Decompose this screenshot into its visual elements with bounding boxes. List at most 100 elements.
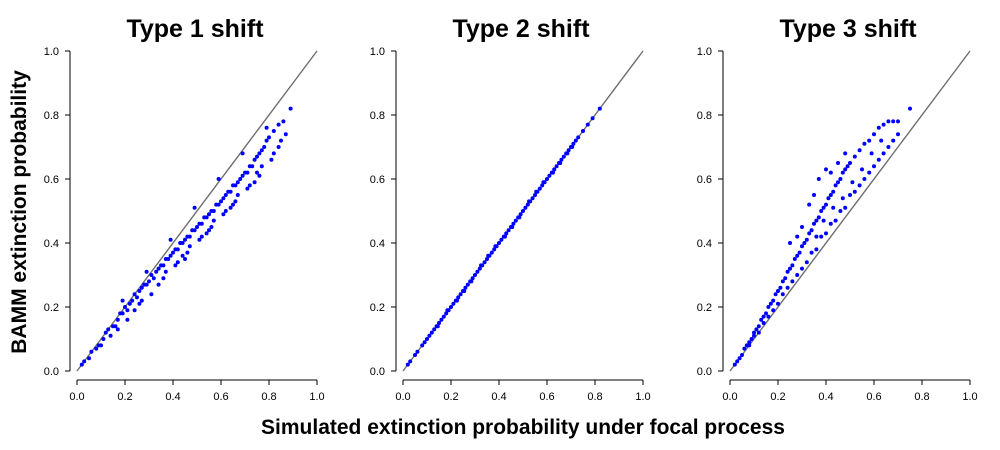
data-point bbox=[766, 314, 771, 319]
data-point bbox=[836, 161, 840, 165]
data-point bbox=[103, 330, 108, 335]
y-tick-label: 0.8 bbox=[44, 110, 59, 122]
data-point bbox=[850, 180, 855, 185]
data-point bbox=[756, 324, 761, 329]
panel-title: Type 3 shift bbox=[779, 15, 917, 43]
x-tick-label: 0.6 bbox=[866, 391, 881, 403]
data-point bbox=[420, 343, 425, 348]
data-point bbox=[778, 285, 783, 290]
data-point bbox=[228, 205, 233, 210]
data-point bbox=[223, 209, 228, 213]
x-tick-label: 0.2 bbox=[443, 391, 458, 403]
x-tick-label: 0.6 bbox=[539, 391, 554, 403]
data-point bbox=[510, 225, 515, 229]
data-point bbox=[173, 263, 178, 268]
data-point bbox=[185, 250, 190, 255]
data-point bbox=[776, 301, 780, 306]
data-point bbox=[896, 119, 900, 124]
data-point bbox=[783, 276, 788, 281]
data-point bbox=[792, 257, 797, 261]
data-point bbox=[113, 324, 118, 329]
data-point bbox=[451, 301, 456, 306]
data-point bbox=[219, 199, 223, 204]
data-point bbox=[812, 221, 816, 226]
data-point bbox=[405, 362, 410, 367]
data-point bbox=[545, 177, 549, 181]
data-point bbox=[245, 170, 250, 175]
data-point bbox=[267, 135, 271, 140]
data-point bbox=[836, 180, 840, 185]
data-point bbox=[192, 228, 197, 233]
data-point bbox=[737, 356, 742, 361]
data-point bbox=[824, 231, 828, 236]
data-point bbox=[881, 122, 886, 127]
data-point bbox=[840, 196, 845, 201]
data-point bbox=[824, 202, 828, 207]
data-point bbox=[812, 193, 816, 197]
y-tick-label: 0.4 bbox=[697, 238, 712, 250]
data-point bbox=[804, 260, 809, 265]
data-point bbox=[773, 292, 778, 297]
data-point bbox=[432, 327, 437, 332]
data-point bbox=[240, 173, 245, 178]
data-point bbox=[828, 170, 833, 175]
data-point bbox=[252, 157, 257, 162]
data-point bbox=[132, 292, 137, 297]
data-point bbox=[513, 218, 518, 223]
data-point bbox=[207, 228, 211, 233]
data-point bbox=[800, 266, 804, 271]
data-point bbox=[759, 317, 764, 322]
x-tick-label: 0.4 bbox=[818, 391, 833, 403]
data-point bbox=[156, 282, 161, 287]
data-point bbox=[132, 308, 137, 313]
data-point bbox=[788, 241, 792, 245]
data-point bbox=[860, 167, 864, 172]
data-point bbox=[534, 189, 539, 194]
data-point bbox=[554, 164, 559, 169]
data-point bbox=[279, 138, 283, 143]
data-point bbox=[872, 132, 876, 137]
data-point bbox=[108, 333, 113, 338]
data-point bbox=[764, 311, 768, 316]
data-point bbox=[891, 138, 896, 143]
data-point bbox=[276, 145, 281, 149]
data-point bbox=[120, 298, 125, 303]
data-point bbox=[831, 189, 836, 194]
y-tick-label: 0.4 bbox=[370, 238, 385, 250]
data-point bbox=[558, 161, 563, 165]
data-point bbox=[891, 119, 896, 124]
data-point bbox=[149, 292, 154, 297]
data-point bbox=[482, 260, 487, 265]
data-point bbox=[183, 237, 187, 242]
data-point bbox=[831, 205, 836, 210]
data-point bbox=[437, 321, 441, 325]
data-point bbox=[573, 138, 578, 143]
data-point bbox=[867, 170, 872, 175]
data-point bbox=[852, 189, 857, 194]
data-point bbox=[235, 180, 240, 185]
data-point bbox=[785, 285, 790, 290]
y-tick-label: 0.8 bbox=[697, 110, 712, 122]
x-tick-label: 0.6 bbox=[213, 391, 228, 403]
x-tick-label: 1.0 bbox=[635, 391, 650, 403]
data-point bbox=[221, 196, 226, 201]
data-point bbox=[259, 148, 264, 153]
data-point bbox=[840, 170, 845, 175]
data-point bbox=[795, 273, 800, 277]
y-tick-label: 0.2 bbox=[370, 302, 385, 314]
y-tick-label: 0.6 bbox=[44, 174, 59, 186]
panel-type-3-shift: Type 3 shift 0.0 0.0 0.2 0.2 0.4 0.4 0.6 0.6 0.8… bbox=[697, 15, 978, 403]
data-point bbox=[262, 145, 267, 149]
x-tick-label: 0.0 bbox=[69, 391, 84, 403]
data-point bbox=[123, 305, 127, 309]
data-point bbox=[79, 362, 84, 367]
data-point bbox=[127, 301, 132, 306]
data-point bbox=[425, 337, 429, 341]
data-point bbox=[175, 260, 180, 265]
data-point bbox=[463, 285, 468, 290]
data-point bbox=[833, 218, 838, 223]
data-point bbox=[445, 308, 450, 313]
data-point bbox=[228, 189, 233, 194]
data-point bbox=[204, 215, 209, 220]
data-point bbox=[255, 170, 259, 175]
